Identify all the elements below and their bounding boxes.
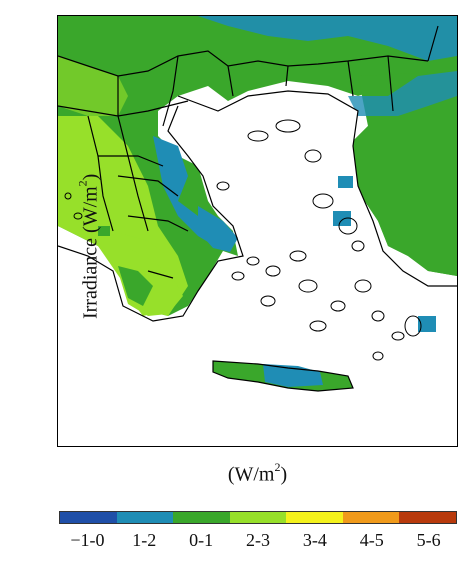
map-canvas (58, 16, 457, 446)
legend-swatch (60, 512, 117, 523)
legend-swatch (173, 512, 230, 523)
legend-label: 4-5 (359, 530, 384, 550)
legend-swatch (342, 512, 400, 523)
sea-area (58, 91, 457, 446)
x-axis-label-sup: 2 (274, 460, 281, 474)
legend-label: 1-2 (132, 530, 157, 550)
irradiance-map: Irradiance (W/m2) (57, 15, 458, 447)
legend-label: −1-0 (70, 530, 105, 550)
legend-label: 2-3 (246, 530, 270, 550)
legend-swatch (399, 512, 457, 523)
legend-swatch (229, 512, 287, 523)
legend-swatch (116, 512, 174, 523)
legend-labels: −1-0 1-2 0-1 2-3 3-4 4-5 5-6 (59, 530, 457, 551)
legend-label: 3-4 (302, 530, 327, 550)
y-axis-label-sup: 2 (75, 180, 90, 187)
y-axis-label-end: ) (79, 173, 102, 181)
y-axis-label-text: Irradiance (W/m (79, 186, 102, 320)
x-axis-label: (W/m2) (57, 460, 458, 487)
legend-colorbar (59, 511, 457, 524)
region-borders (58, 25, 457, 392)
legend-label: 5-6 (416, 530, 441, 550)
y-axis-label: Irradiance (W/m2) (75, 146, 103, 346)
x-axis-label-text: (W/m (227, 463, 275, 486)
x-axis-label-end: ) (280, 463, 288, 486)
island-outlines (64, 119, 422, 361)
legend-label: 0-1 (189, 530, 214, 550)
legend-swatch (286, 512, 343, 523)
